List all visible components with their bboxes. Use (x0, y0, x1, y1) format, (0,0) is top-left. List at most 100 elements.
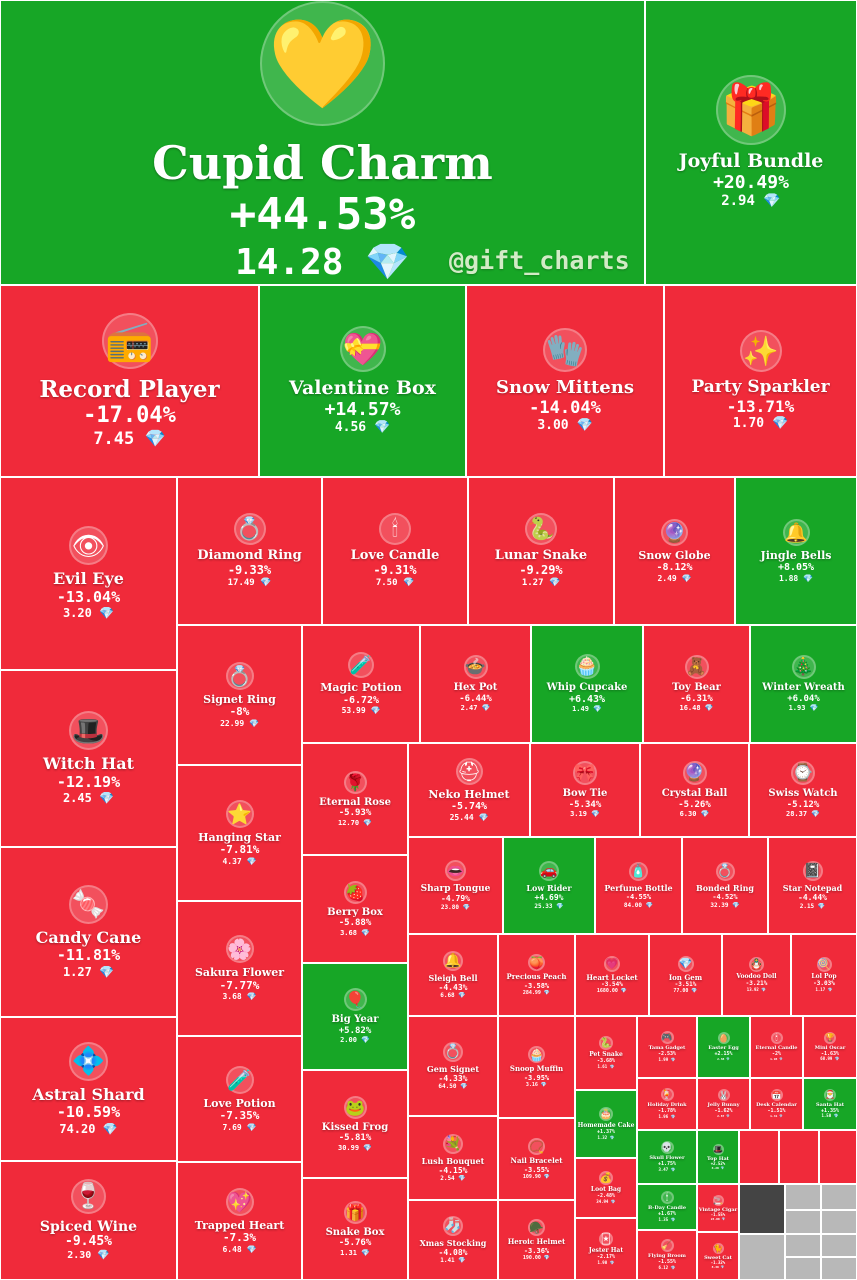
item-change: -6.44% (459, 693, 492, 704)
item-price: 109.90 💎 (523, 1174, 550, 1180)
item-change: +2.52% (710, 1161, 726, 1167)
price-value: 77.00 (673, 988, 692, 995)
item-price: 1.27 💎 (63, 965, 114, 979)
item-name: Crystal Ball (661, 788, 728, 800)
diamond-icon: 💎 (462, 903, 471, 911)
item-name: Low Rider (526, 883, 572, 894)
item-name: Flying Broom (648, 1253, 686, 1260)
item-change: -13.04% (56, 587, 121, 606)
eye-icon: 👁 (69, 526, 108, 566)
tile-heroic-helmet: 🪖 Heroic Helmet -3.36% 190.00 💎 (498, 1200, 575, 1280)
diamond-icon: 💎 (361, 1248, 370, 1257)
item-name: Desk Calendar (756, 1102, 797, 1109)
item-price: 84.00 💎 (624, 902, 653, 909)
diamond-icon: 💎 (460, 1083, 468, 1091)
item-price: 1.49 💎 (572, 705, 602, 713)
notepad-icon: 📓 (802, 861, 823, 882)
tile-valentine-box: 💝 Valentine Box +14.57% 4.56 💎 (259, 285, 466, 477)
item-price: 13.92 💎 (747, 986, 767, 993)
diamond-icon: 💎 (609, 1134, 615, 1140)
tile-star-notepad: 📓 Star Notepad -4.44% 2.15 💎 (768, 837, 857, 934)
price-value: 6.48 (222, 1244, 247, 1254)
tile-sharp-tongue: 👄 Sharp Tongue -4.79% 23.80 💎 (408, 837, 503, 934)
item-name: Kissed Frog (321, 1121, 389, 1133)
item-name: Santa Hat (815, 1101, 845, 1108)
item-change: -2.48% (596, 1193, 616, 1200)
item-price: 1.90 💎 (597, 1260, 614, 1266)
price-value: 7.45 (93, 428, 145, 449)
item-name: Sakura Flower (194, 966, 285, 980)
tile-small (821, 1184, 857, 1210)
diamond-icon: 💎 (761, 986, 767, 992)
tile-swiss-watch: ⌚ Swiss Watch -5.12% 28.37 💎 (749, 743, 857, 837)
tile-neko-helmet: ⛑ Neko Helmet -5.74% 25.44 💎 (408, 743, 530, 837)
tile-trapped-heart: 💖 Trapped Heart -7.3% 6.48 💎 (177, 1162, 302, 1280)
candle-icon: 🕯 (379, 513, 411, 546)
price-value: 3.00 (537, 418, 577, 434)
tile-witch-hat: 🎩 Witch Hat -12.19% 2.45 💎 (0, 670, 177, 847)
price-value: 1.99 (658, 1056, 671, 1062)
item-name: Homemade Cake (577, 1122, 635, 1130)
diamond-icon: 💎 (827, 986, 833, 992)
item-name: Party Sparkler (691, 377, 830, 398)
item-price: 2.00 💎 (340, 1036, 370, 1044)
item-name: Trapped Heart (194, 1218, 285, 1232)
diamond-icon: 💎 (576, 418, 593, 434)
car-icon: 🚗 (539, 861, 559, 882)
watermark: @gift_charts (449, 246, 630, 275)
tile-desk-calendar: 📅 Desk Calendar -1.51% 1.41 💎 (750, 1078, 803, 1130)
diamond-icon: 💎 (670, 1216, 676, 1222)
item-name: Voodoo Doll (736, 973, 777, 981)
diamond-icon: 💎 (670, 1056, 676, 1062)
item-change: -6.31% (680, 693, 713, 704)
price-value: 1680.00 (596, 988, 621, 995)
tile-flying-broom: 🧹 Flying Broom -1.55% 6.12 💎 (637, 1230, 697, 1280)
price-value: 2.49 (657, 573, 682, 583)
item-price: 22.99 💎 (220, 719, 259, 729)
locket-icon: 💗 (604, 955, 620, 972)
item-change: -10.59% (56, 1103, 121, 1122)
price-value: 28.37 (785, 810, 812, 819)
price-value: 16.48 (679, 704, 705, 713)
price-value: 1.61 (597, 1063, 610, 1069)
tile-small (821, 1210, 857, 1234)
diamond-icon: 💎 (365, 241, 410, 283)
item-price: 77.00 💎 (673, 988, 697, 994)
item-change: -5.26% (678, 799, 711, 810)
muffin-icon: 🧁 (528, 1046, 545, 1064)
item-price: 3.20 💎 (63, 606, 114, 620)
item-name: Mini Oscar (814, 1044, 846, 1051)
diamond-icon: 💎 (811, 810, 820, 819)
item-change: -7.3% (222, 1231, 257, 1245)
skull-flower-icon: 💀 (660, 1141, 674, 1155)
item-name: Hanging Star (198, 830, 281, 844)
item-name: Big Year (331, 1014, 379, 1026)
bracelet-icon: 📿 (528, 1138, 545, 1156)
price-value: 14.28 (235, 241, 366, 283)
potion-icon: 🧪 (348, 652, 374, 679)
item-price: 7.50 💎 (376, 578, 414, 589)
item-price: 1.93 💎 (789, 704, 819, 712)
tile-pet-snake: 🐍 Pet Snake -3.68% 1.61 💎 (575, 1016, 637, 1090)
item-price: 2.30 💎 (67, 1250, 110, 1262)
bunny-icon: 🐰 (717, 1089, 730, 1102)
item-name: Hex Pot (453, 682, 498, 694)
tile-lush-bouquet: 💐 Lush Bouquet -4.15% 2.54 💎 (408, 1116, 498, 1200)
record-player-icon: 📻 (101, 312, 158, 369)
price-value: 3.19 (570, 810, 592, 819)
diamond-icon: 💎 (99, 964, 115, 979)
snake-box-icon: 🎁 (343, 1200, 367, 1224)
item-price: 7.45 💎 (93, 429, 165, 449)
item-change: -3.58% (523, 981, 550, 990)
price-value: 4.37 (222, 856, 247, 866)
item-change: -9.33% (227, 563, 272, 578)
price-value: 7.50 (375, 577, 403, 588)
item-change: +14.57% (324, 398, 401, 420)
gem-icon: 💎 (677, 955, 694, 972)
item-price: 1.41 💎 (770, 1114, 783, 1119)
gem-signet-icon: 💍 (443, 1041, 463, 1062)
berry-box-icon: 🍓 (343, 880, 367, 904)
price-value: 34.94 (596, 1198, 611, 1204)
item-name: Precious Peach (506, 972, 567, 982)
star-icon: ⭐ (225, 799, 254, 828)
